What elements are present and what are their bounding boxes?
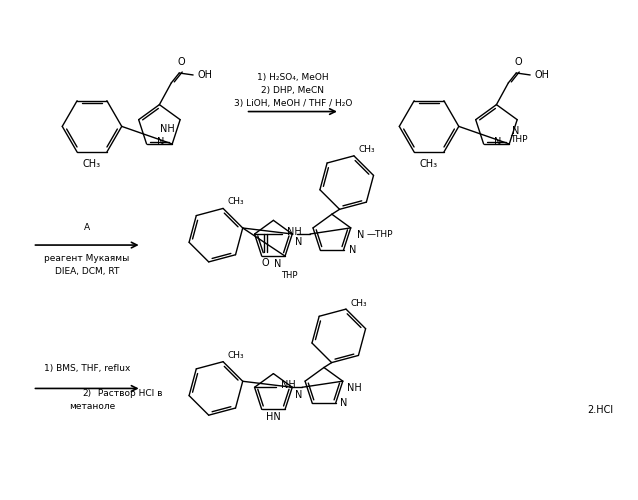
Text: HN: HN	[266, 412, 281, 422]
Text: 2): 2)	[82, 389, 92, 398]
Text: NH: NH	[287, 227, 302, 237]
Text: N: N	[295, 390, 302, 400]
Text: N: N	[494, 137, 501, 147]
Text: N: N	[157, 137, 165, 147]
Text: 2.HCl: 2.HCl	[588, 405, 614, 415]
Text: NH: NH	[160, 124, 175, 134]
Text: CH₃: CH₃	[227, 352, 244, 360]
Text: OH: OH	[197, 70, 212, 80]
Text: CH₃: CH₃	[350, 298, 367, 308]
Text: DIEA, DCM, RT: DIEA, DCM, RT	[55, 268, 119, 276]
Text: N: N	[339, 398, 347, 408]
Text: A: A	[84, 223, 90, 232]
Text: реагент Мукаямы: реагент Мукаямы	[45, 254, 130, 264]
Text: NH: NH	[347, 383, 362, 393]
Text: CH₃: CH₃	[420, 159, 438, 169]
Text: Раствор HCl в: Раствор HCl в	[95, 389, 163, 398]
Text: N: N	[295, 237, 302, 247]
Text: OH: OH	[534, 70, 549, 80]
Text: CH₃: CH₃	[83, 159, 101, 169]
Text: метаноле: метаноле	[69, 402, 115, 410]
Text: O: O	[262, 258, 269, 268]
Text: 3) LiOH, MeOH / THF / H₂O: 3) LiOH, MeOH / THF / H₂O	[234, 98, 352, 108]
Text: NH: NH	[281, 380, 296, 390]
Text: N: N	[274, 259, 281, 269]
Text: CH₃: CH₃	[227, 197, 244, 206]
Text: N: N	[357, 230, 364, 240]
Text: THP: THP	[510, 136, 528, 144]
Text: O: O	[177, 57, 185, 67]
Text: 1) BMS, THF, reflux: 1) BMS, THF, reflux	[44, 364, 130, 373]
Text: CH₃: CH₃	[359, 146, 375, 154]
Text: N: N	[512, 126, 519, 136]
Text: 2) DHP, MeCN: 2) DHP, MeCN	[261, 86, 324, 94]
Text: 1) H₂SO₄, MeOH: 1) H₂SO₄, MeOH	[257, 73, 329, 82]
Text: —THP: —THP	[367, 230, 393, 239]
Text: O: O	[514, 57, 522, 67]
Text: THP: THP	[281, 271, 297, 280]
Text: N: N	[350, 245, 357, 255]
